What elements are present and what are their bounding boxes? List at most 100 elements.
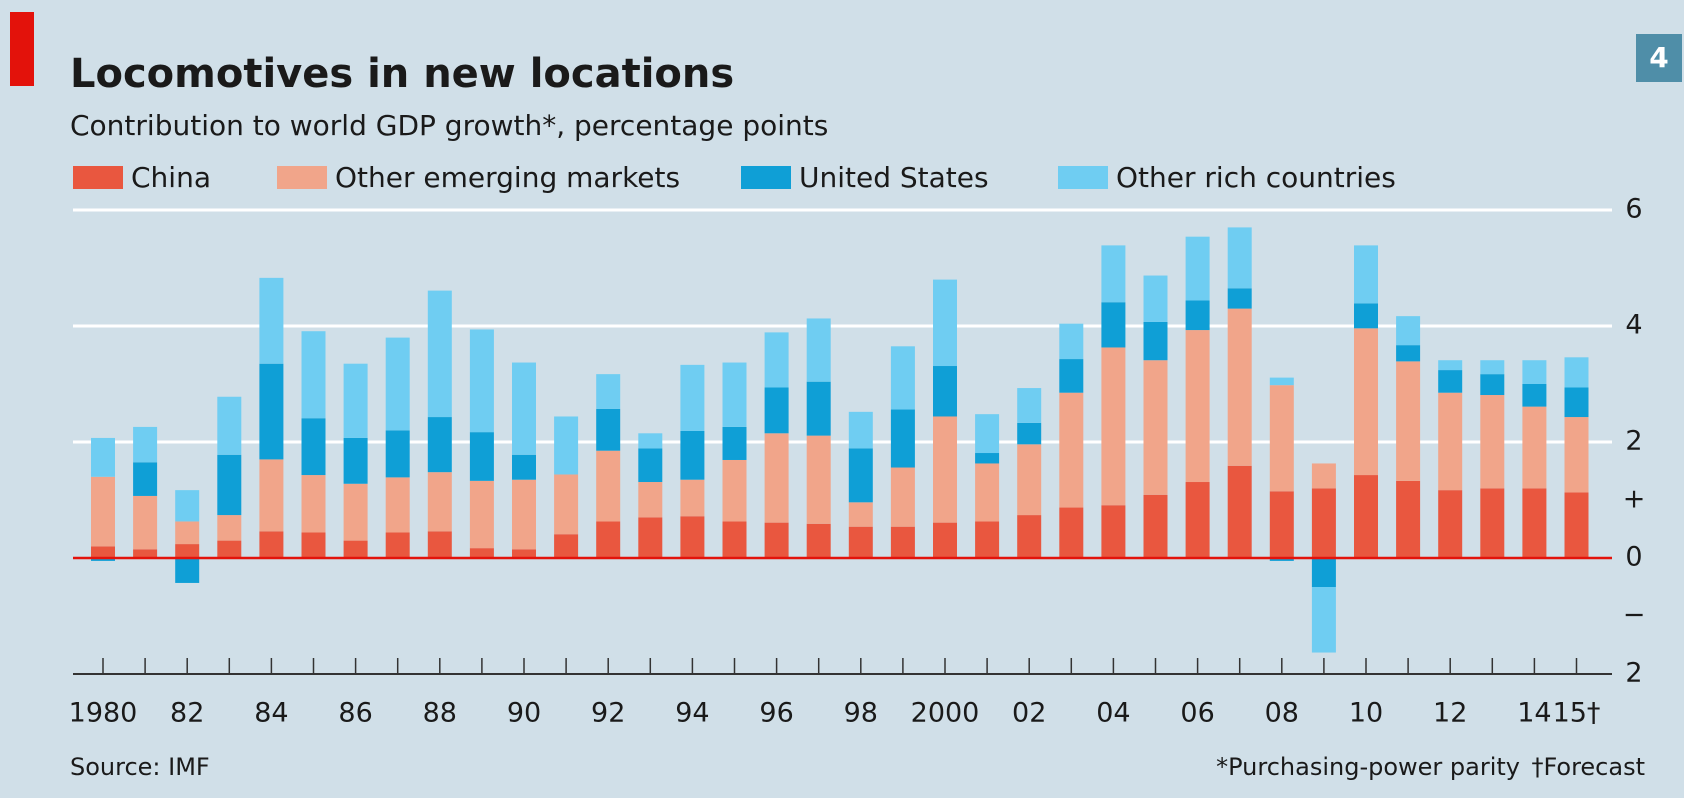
bar-segment bbox=[722, 426, 747, 460]
legend-swatch bbox=[1058, 166, 1108, 189]
bar-segment bbox=[385, 477, 410, 533]
bar-segment bbox=[1311, 587, 1336, 653]
bar-segment bbox=[848, 411, 873, 449]
bar-segment bbox=[175, 544, 200, 558]
bar-segment bbox=[512, 479, 536, 550]
bar-segment bbox=[1143, 275, 1168, 322]
bar-segment bbox=[1059, 507, 1084, 558]
bar-segment bbox=[1438, 370, 1463, 393]
bar-segment bbox=[1059, 323, 1084, 360]
bar-segment bbox=[596, 374, 621, 409]
x-tick-label: 92 bbox=[591, 698, 625, 729]
bar-segment bbox=[133, 462, 158, 496]
x-tick-label: 90 bbox=[507, 698, 541, 729]
x-tick-label: 2000 bbox=[911, 698, 980, 729]
bar-segment bbox=[848, 448, 873, 503]
bar-segment bbox=[512, 549, 536, 558]
bar-segment bbox=[343, 540, 368, 558]
badge-box bbox=[1636, 34, 1682, 82]
bar-segment bbox=[469, 329, 494, 433]
source: Source: IMF bbox=[70, 753, 210, 781]
bar-segment bbox=[933, 366, 957, 417]
bar-segment bbox=[91, 558, 115, 561]
x-tick-label: 94 bbox=[675, 698, 709, 729]
bar-segment bbox=[133, 549, 158, 558]
y-tick-label: 4 bbox=[1625, 310, 1642, 341]
bar-segment bbox=[1143, 494, 1168, 558]
bar-segment bbox=[975, 521, 1000, 558]
bar-segment bbox=[343, 437, 368, 484]
bar-segment bbox=[175, 521, 200, 545]
x-tick-label: 96 bbox=[759, 698, 793, 729]
bar-segment bbox=[764, 387, 789, 434]
bar-segment bbox=[975, 463, 1000, 522]
bar-segment bbox=[91, 476, 115, 547]
bar-segment bbox=[554, 416, 579, 475]
accent-bar bbox=[10, 12, 34, 86]
bar-segment bbox=[301, 475, 326, 533]
bar-segment bbox=[427, 472, 452, 532]
y-tick-label: 2 bbox=[1625, 426, 1642, 457]
bar-segment bbox=[1059, 392, 1084, 508]
bar-segment bbox=[133, 426, 158, 463]
badge: 4 bbox=[1649, 41, 1668, 74]
bar-segment bbox=[385, 532, 410, 558]
bar-segment bbox=[764, 332, 789, 388]
bar-segment bbox=[1354, 245, 1378, 304]
bar-segment bbox=[469, 432, 494, 481]
bar-segment bbox=[848, 502, 873, 527]
bar-segment bbox=[1396, 316, 1421, 346]
bar-segment bbox=[722, 459, 747, 522]
legend-label: Other emerging markets bbox=[335, 161, 680, 194]
bar-segment bbox=[933, 416, 957, 523]
bar-segment bbox=[259, 531, 284, 558]
bar-segment bbox=[1227, 288, 1252, 309]
bar-segment bbox=[680, 516, 705, 558]
bar-segment bbox=[1311, 488, 1336, 558]
legend-label: China bbox=[131, 161, 211, 194]
bar-segment bbox=[343, 483, 368, 541]
bar-segment bbox=[1564, 357, 1589, 388]
x-tick-label: 1980 bbox=[69, 698, 138, 729]
bar-segment bbox=[1017, 388, 1042, 423]
bar-segment bbox=[1227, 227, 1252, 289]
x-tick-label: 84 bbox=[254, 698, 288, 729]
bar-segment bbox=[1480, 374, 1505, 396]
y-tick-label: 0 bbox=[1625, 542, 1642, 573]
bar-segment bbox=[385, 430, 410, 478]
bar-segment bbox=[1185, 236, 1210, 301]
bar-segment bbox=[427, 290, 452, 418]
bar-segment bbox=[512, 362, 536, 455]
bar-segment bbox=[1017, 422, 1042, 445]
bar-segment bbox=[596, 450, 621, 522]
bar-segment bbox=[848, 526, 873, 558]
bar-segment bbox=[1185, 330, 1210, 483]
bar-segment bbox=[1059, 359, 1084, 393]
bar-segment bbox=[638, 448, 663, 483]
bar-segment bbox=[217, 515, 242, 541]
bar-segment bbox=[1143, 321, 1168, 361]
bar-segment bbox=[680, 479, 705, 517]
x-tick-label: 04 bbox=[1096, 698, 1130, 729]
bar-segment bbox=[890, 467, 915, 527]
legend-label: Other rich countries bbox=[1116, 161, 1396, 194]
bar-segment bbox=[1522, 360, 1547, 384]
bar-segment bbox=[1564, 387, 1589, 418]
bar-segment bbox=[1396, 480, 1421, 558]
x-tick-label: 88 bbox=[423, 698, 457, 729]
bar-segment bbox=[1269, 558, 1294, 561]
bar-segment bbox=[806, 435, 831, 524]
bar-segment bbox=[385, 337, 410, 431]
bar-segment bbox=[217, 540, 242, 558]
bar-segment bbox=[1522, 488, 1547, 558]
note: †Forecast bbox=[1531, 753, 1645, 781]
bar-segment bbox=[343, 363, 368, 438]
bar-segment bbox=[680, 430, 705, 480]
bar-segment bbox=[1017, 444, 1042, 516]
bar-segment bbox=[1354, 303, 1378, 329]
bar-segment bbox=[469, 480, 494, 549]
bar-segment bbox=[975, 453, 1000, 464]
bar-segment bbox=[1185, 300, 1210, 331]
